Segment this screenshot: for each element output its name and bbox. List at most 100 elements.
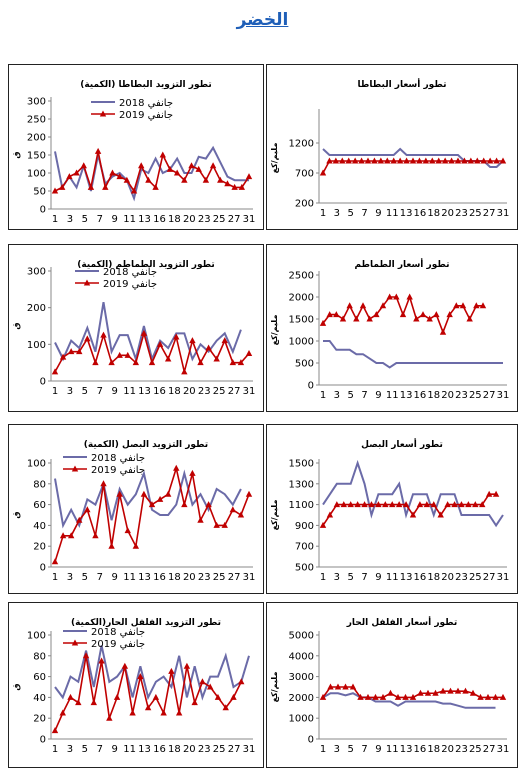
y-tick-label: 500	[295, 563, 314, 574]
series-2019-point	[159, 151, 166, 158]
series-2019-point	[493, 157, 500, 164]
series-2019-point	[207, 683, 214, 690]
series-2019-point	[148, 501, 156, 508]
series-2019-point	[339, 157, 346, 164]
series-2019-point	[108, 542, 115, 549]
series-2019-point	[486, 157, 494, 164]
series-2019-point	[319, 319, 327, 326]
series-2019-point	[145, 176, 152, 183]
y-axis-label: مليم/كغ	[270, 672, 279, 703]
x-tick-label: 25	[469, 572, 482, 583]
x-tick-label: 27	[483, 208, 496, 219]
x-tick-label: 16	[414, 390, 427, 401]
legend-label-2018: جانفي 2018	[103, 267, 157, 278]
series-2019-point	[137, 673, 144, 680]
tomato-price-svg: تطور أسعار الطماطم 0 500 1000 1500 2000 2500 مل…	[270, 258, 509, 401]
series-2019-point	[406, 293, 413, 300]
x-tick-label: 1	[52, 386, 58, 397]
y-tick-label: 0	[40, 205, 46, 216]
y-tick-label: 40	[33, 693, 46, 704]
x-tick-label: 9	[112, 214, 118, 225]
y-tick-label: 900	[295, 521, 314, 532]
x-tick-label: 23	[455, 744, 468, 755]
x-tick-label: 1	[52, 572, 58, 583]
legend-label-2019: جانفي 2019	[91, 465, 145, 476]
x-tick-label: 5	[348, 572, 354, 583]
series-2019-point	[168, 667, 175, 674]
y-tick-label: 0	[308, 735, 314, 746]
x-tick-label: 13	[138, 572, 151, 583]
series-2019-point	[423, 501, 431, 508]
series-2019-point	[409, 693, 417, 700]
legend-label-2018: جانفي 2018	[91, 453, 145, 464]
series-2019-point	[217, 176, 224, 183]
series-2019-point	[214, 693, 222, 700]
x-tick-label: 20	[183, 386, 196, 397]
x-tick-label: 5	[348, 390, 354, 401]
x-tick-label: 18	[427, 572, 440, 583]
series-2019-point	[73, 169, 80, 176]
series-2019-point	[372, 693, 379, 700]
x-tick-label: 31	[497, 744, 510, 755]
series-2019-point	[80, 162, 87, 169]
series-2019-point	[379, 302, 387, 309]
series-2019-point	[132, 359, 140, 366]
series-2019-point	[116, 490, 123, 497]
series-2019-point	[319, 521, 327, 528]
x-tick-label: 3	[67, 214, 73, 225]
series-2019-point	[441, 157, 449, 164]
x-tick-label: 31	[243, 386, 256, 397]
series-2019-point	[87, 183, 95, 190]
series-2019-point	[340, 501, 347, 508]
legend-label-2019: جانفي 2019	[119, 110, 173, 121]
y-tick-label: 4000	[289, 651, 314, 662]
x-tick-label: 7	[97, 744, 103, 755]
x-tick-label: 13	[138, 386, 151, 397]
y-tick-label: 200	[295, 199, 314, 210]
x-tick-label: 23	[455, 390, 468, 401]
x-tick-label: 11	[386, 208, 399, 219]
x-tick-label: 5	[348, 744, 354, 755]
series-2019-point	[319, 169, 327, 176]
series-2019-point	[132, 542, 140, 549]
x-tick-label: 18	[168, 386, 181, 397]
series-2019-point	[474, 157, 481, 164]
x-tick-label: 25	[469, 208, 482, 219]
series-2019-point	[205, 501, 212, 508]
x-tick-label: 31	[243, 214, 256, 225]
y-tick-label: 300	[27, 97, 46, 108]
y-axis-label: مليم/كغ	[270, 143, 279, 174]
series-2019-point	[326, 157, 333, 164]
series-2019-point	[477, 693, 484, 700]
chart-title: تطور التزويد الطماطم (الكمية)	[77, 260, 215, 270]
x-tick-label: 7	[97, 386, 103, 397]
series-2019-point	[116, 351, 123, 358]
x-tick-label: 3	[334, 572, 340, 583]
series-2019-point	[67, 348, 75, 355]
y-tick-label: 20	[33, 714, 46, 725]
x-tick-label: 5	[82, 744, 88, 755]
series-2019-point	[224, 180, 231, 187]
x-tick-label: 20	[441, 572, 454, 583]
series-2019-point	[430, 501, 437, 508]
series-2019-point	[394, 693, 402, 700]
y-tick-label: 1000	[289, 714, 314, 725]
series-2019-point	[409, 157, 417, 164]
series-2019-point	[419, 311, 427, 318]
x-tick-label: 5	[348, 208, 354, 219]
page-title: الخضر	[236, 10, 289, 30]
series-2019-point	[327, 683, 334, 690]
series-2019-point	[98, 657, 105, 664]
series-2019-point	[467, 157, 475, 164]
series-2019-point	[402, 693, 409, 700]
series-2019-point	[473, 302, 480, 309]
tomato-supply-svg: تطور التزويد الطماطم (الكمية) 0 100 200 300 ق…	[12, 260, 256, 397]
legend-label-2018: جانفي 2018	[91, 627, 145, 638]
x-tick-label: 7	[361, 390, 367, 401]
series-2019-point	[116, 173, 123, 180]
x-tick-label: 13	[400, 572, 413, 583]
series-2019-point	[59, 709, 66, 716]
series-2019-point	[433, 311, 440, 318]
